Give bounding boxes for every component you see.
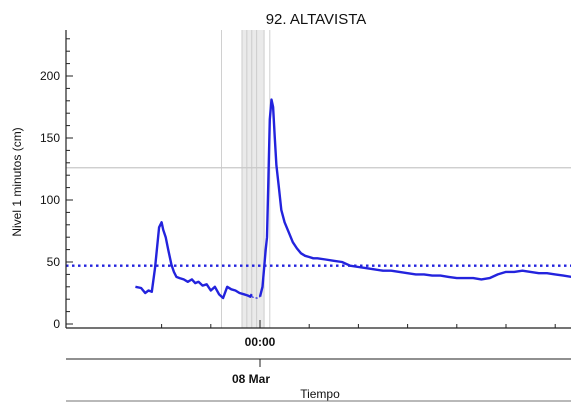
y-tick-label: 150: [40, 131, 60, 145]
series-line-0: [135, 222, 251, 298]
plot-area: 0 50 100 150 200: [40, 30, 571, 331]
y-tick-label: 0: [53, 317, 60, 331]
x-tick-date: 08 Mar: [232, 372, 270, 386]
x-tick-time: 00:00: [245, 335, 276, 349]
y-tick-label: 200: [40, 69, 60, 83]
series-line-2: [260, 100, 571, 297]
y-axis-label: Nivel 1 minutos (cm): [10, 127, 24, 236]
y-tick-label: 50: [47, 255, 61, 269]
y-tick-label: 100: [40, 193, 60, 207]
x-axis-label: Tiempo: [300, 387, 340, 401]
chart-title: 92. ALTAVISTA: [266, 11, 367, 28]
data-gap-band: [242, 30, 264, 328]
